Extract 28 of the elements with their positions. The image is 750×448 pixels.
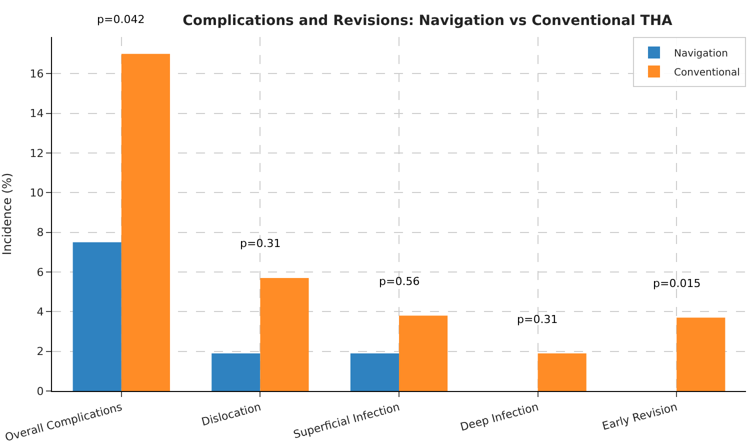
y-tick-label: 8 <box>36 226 44 240</box>
x-tick-label: Early Revision <box>600 400 679 433</box>
bar <box>399 316 448 391</box>
bar <box>121 54 170 391</box>
x-tick-label: Deep Infection <box>458 400 540 434</box>
annotation: p=0.31 <box>240 237 281 250</box>
y-tick-label: 16 <box>30 68 44 81</box>
y-tick-label: 14 <box>30 107 44 120</box>
annotation: p=0.015 <box>653 277 701 290</box>
bar <box>72 242 122 391</box>
annotation: p=0.31 <box>517 313 558 326</box>
bar <box>260 278 309 391</box>
y-tick-label: 12 <box>30 146 44 160</box>
y-tick-label: 6 <box>36 266 44 279</box>
text: p=0.042 <box>97 13 145 26</box>
y-tick-label: 10 <box>30 186 44 200</box>
chart-title: Complications and Revisions: Navigation vs Conventional THA <box>182 13 673 30</box>
bar <box>676 318 726 391</box>
annotation: p=0.56 <box>379 275 420 288</box>
y-tick-label: 0 <box>36 384 44 398</box>
bar <box>212 353 260 391</box>
y-tick-label: 2 <box>36 345 44 358</box>
bar <box>350 353 399 391</box>
bar <box>538 353 586 391</box>
legend-label: Navigation <box>674 48 728 60</box>
y-axis-title: Incidence (%) <box>0 172 14 256</box>
y-tick-label: 4 <box>36 306 44 319</box>
legend-label: Conventional <box>674 67 740 78</box>
